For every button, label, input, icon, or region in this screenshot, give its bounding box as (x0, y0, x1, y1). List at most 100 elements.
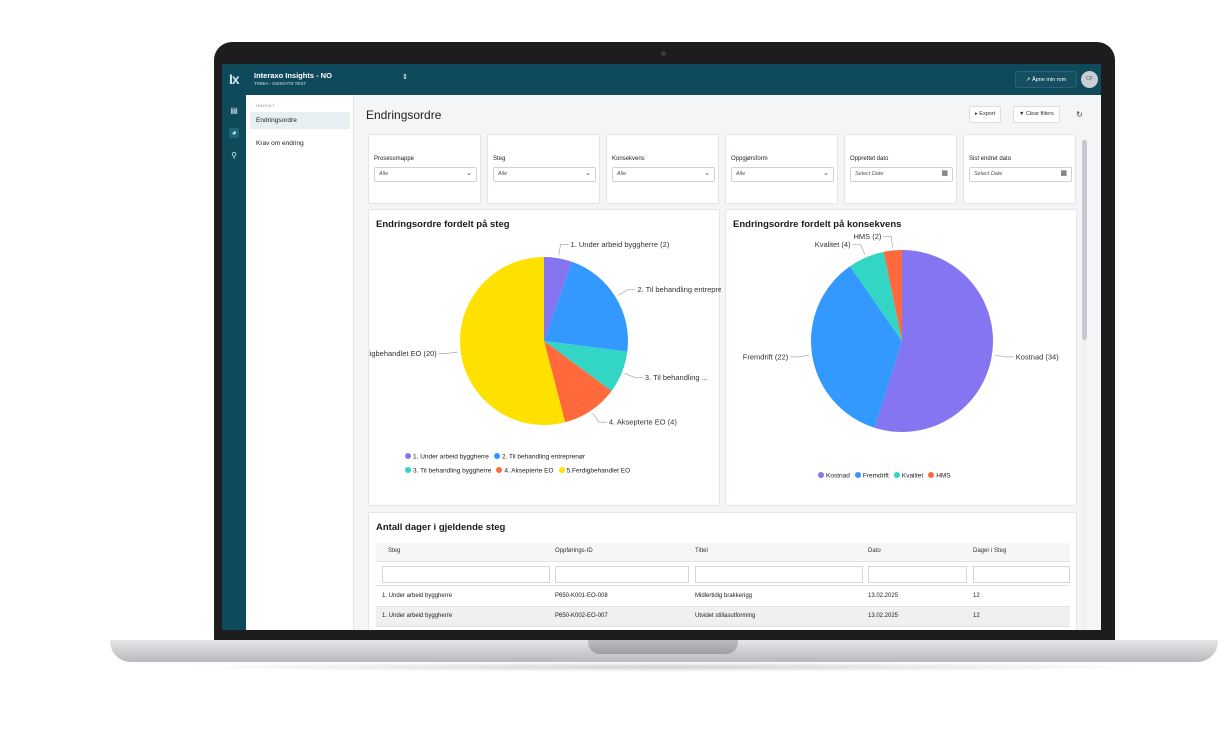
column-filter-oppforings-id[interactable] (555, 566, 689, 583)
sidebar: INNSIKT Endringsordre Krav om endring (246, 95, 354, 630)
column-filter-row (376, 562, 1070, 586)
filter-value: Alle (379, 171, 389, 177)
filter-value: Alle (736, 171, 746, 177)
legend-label: Fremdrift (862, 472, 889, 480)
filter-select[interactable]: Alle ⌄ (731, 167, 834, 182)
pie-chart-icon[interactable]: ◕ (229, 128, 239, 138)
project-name[interactable]: Interaxo Insights - NO (254, 71, 332, 80)
legend-item[interactable]: Fremdrift (854, 472, 889, 480)
filter-value: Select Date (855, 171, 884, 177)
pie-chart-konsekvens: Kostnad (34) Fremdrift (22) Kvalitet (4)HM… (743, 232, 1059, 432)
sidebar-item-endringsordre[interactable]: Endringsordre (250, 112, 350, 129)
report-icon[interactable]: ▤ (230, 106, 238, 115)
legend-item[interactable]: 2. Til behandling entreprenør (493, 453, 585, 461)
legend-item[interactable]: 4. Aksepterte EO (496, 466, 554, 474)
column-header-steg[interactable]: Steg (388, 548, 401, 554)
avatar[interactable]: CF (1081, 71, 1098, 88)
filter-select[interactable]: Alle ⌄ (612, 167, 715, 182)
project-switch-icon[interactable]: ⇕ (402, 74, 408, 81)
pie-slice[interactable] (874, 250, 993, 432)
pie-slice[interactable] (544, 261, 628, 352)
filter-card: Sist endret dato Select Date ▦ (963, 134, 1076, 204)
export-icon: ▸ (975, 111, 980, 117)
pie-slice[interactable] (883, 250, 902, 341)
legend-item[interactable]: 1. Under arbeid byggherre (405, 453, 489, 461)
cell-dager-i-steg: 12 (973, 613, 980, 619)
column-header-dato[interactable]: Dato (868, 548, 881, 554)
filter-label: Opprettet dato (850, 156, 889, 162)
column-filter-dato[interactable] (868, 566, 967, 583)
filter-icon: ▼ (1019, 111, 1026, 117)
chart-legend-steg: 1. Under arbeid byggherre 2. Til behandli… (405, 453, 705, 480)
open-room-button[interactable]: ↗ Åpne min rom (1015, 71, 1077, 88)
column-filter-dager-i-steg[interactable] (973, 566, 1070, 583)
cell-tittel: Midlertidig brakkerigg (695, 593, 753, 599)
filter-select[interactable]: Select Date ▦ (969, 167, 1072, 182)
page-title: Endringsordre (366, 108, 442, 122)
pie-callout-line (994, 354, 1014, 358)
camera-icon (661, 51, 666, 56)
pie-callout-line (617, 289, 636, 296)
pie-slice[interactable] (544, 341, 628, 391)
filter-select[interactable]: Alle ⌄ (493, 167, 596, 182)
location-pin-icon[interactable]: ⚲ (231, 151, 237, 160)
laptop-shadow (170, 662, 1160, 672)
table-row[interactable]: 1. Under arbeid byggherre P650-K002-EO-0… (376, 607, 1070, 627)
pie-callout-line (558, 244, 569, 256)
table-title: Antall dager i gjeldende steg (376, 522, 506, 533)
table-row[interactable]: 1. Under arbeid byggherre P650-K001-EO-0… (376, 587, 1070, 607)
cell-dager-i-steg: 12 (973, 593, 980, 599)
pie-slice[interactable] (850, 251, 902, 341)
clear-filters-button[interactable]: ▼ Clear filters (1013, 106, 1060, 123)
cell-steg: 1. Under arbeid byggherre (382, 593, 453, 599)
legend-item[interactable]: Kvalitet (893, 472, 924, 480)
filter-select[interactable]: Select Date ▦ (850, 167, 953, 182)
legend-item[interactable]: 3. Til behandling byggherre (405, 466, 491, 474)
column-header-dager-i-steg[interactable]: Dager i Steg (973, 548, 1007, 554)
pie-callout-line (592, 412, 607, 423)
cell-dato: 13.02.2025 (868, 613, 899, 619)
legend-swatch (493, 453, 500, 459)
chart-card-konsekvens: Endringsordre fordelt på konsekvens Kost… (725, 209, 1077, 506)
legend-item[interactable]: 5.Ferdigbehandlet EO (558, 466, 631, 474)
cell-dato: 13.02.2025 (868, 593, 899, 599)
calendar-icon[interactable]: ▦ (941, 170, 948, 177)
chart-legend-konsekvens: Kostnad Fremdrift Kvalitet HMS (818, 472, 1068, 486)
column-header-oppforings-id[interactable]: Oppførings-ID (555, 548, 593, 554)
column-filter-steg[interactable] (382, 566, 550, 583)
legend-item[interactable]: HMS (928, 472, 951, 480)
scrollbar-thumb[interactable] (1082, 140, 1087, 340)
pie-slice[interactable] (544, 257, 572, 341)
pie-callout-label: 5.Ferdigbehandlet EO (20) (369, 349, 437, 358)
app-logo[interactable]: Ix (229, 71, 240, 87)
column-header-tittel[interactable]: Tittel (695, 548, 708, 554)
refresh-icon[interactable]: ↻ (1076, 110, 1083, 119)
legend-label: 5.Ferdigbehandlet EO (566, 467, 631, 474)
legend-swatch (405, 453, 411, 459)
calendar-icon[interactable]: ▦ (1060, 170, 1067, 177)
sidebar-item-krav-om-endring[interactable]: Krav om endring (256, 140, 304, 147)
filter-card: Steg Alle ⌄ (487, 134, 600, 204)
filter-value: Alle (498, 171, 508, 177)
filter-label: Prosessmappe (374, 156, 415, 162)
export-button[interactable]: ▸ Export (969, 106, 1002, 123)
legend-label: Kvalitet (901, 472, 924, 480)
pie-callout-line (790, 354, 810, 358)
main-content: Endringsordre ▸ Export ▼ Clear filters ↻… (355, 95, 1101, 630)
scrollbar[interactable] (1082, 140, 1087, 630)
pie-slice[interactable] (460, 257, 566, 425)
pie-slice[interactable] (544, 341, 612, 423)
legend-swatch (558, 466, 565, 473)
legend-swatch (818, 472, 824, 478)
chart-title: Endringsordre fordelt på konsekvens (733, 219, 902, 230)
column-filter-tittel[interactable] (695, 566, 863, 583)
chevron-down-icon: ⌄ (466, 170, 472, 177)
legend-swatch (854, 472, 861, 478)
filter-select[interactable]: Alle ⌄ (374, 167, 477, 182)
pie-callout-label: HMS (2) (853, 232, 881, 241)
pie-callout-label: Fremdrift (22) (743, 352, 789, 361)
pie-slice[interactable] (811, 266, 902, 428)
legend-item[interactable]: Kostnad (818, 472, 850, 480)
filter-label: Oppgjørsform (731, 156, 768, 162)
